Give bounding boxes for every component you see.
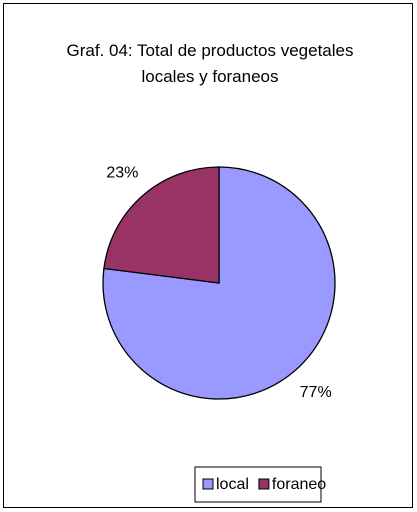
legend-box xyxy=(194,466,322,503)
legend-swatch xyxy=(202,478,214,490)
legend-swatch xyxy=(258,478,270,490)
pie-slice xyxy=(103,166,220,284)
legend-label: foraneo xyxy=(272,476,326,493)
legend-label: local xyxy=(216,476,249,493)
data-label: 23% xyxy=(106,165,138,182)
data-label: 77% xyxy=(300,384,332,401)
chart-frame xyxy=(3,3,413,508)
chart-title: Graf. 04: Total de productos vegetales l… xyxy=(66,41,354,86)
